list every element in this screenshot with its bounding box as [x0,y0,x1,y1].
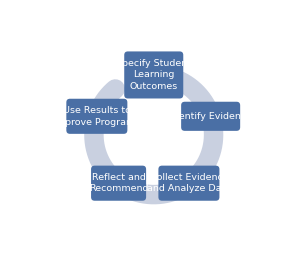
Text: Use Results to
Improve Programs: Use Results to Improve Programs [53,106,140,126]
Text: Identify Evidence: Identify Evidence [170,112,252,121]
Text: Specify Student
Learning
Outcomes: Specify Student Learning Outcomes [116,59,191,91]
Text: Reflect and
Recommend: Reflect and Recommend [89,173,148,193]
FancyBboxPatch shape [124,52,183,98]
FancyBboxPatch shape [91,166,146,201]
FancyBboxPatch shape [181,102,240,131]
Text: Collect Evidence
and Analyze Data: Collect Evidence and Analyze Data [147,173,231,193]
FancyBboxPatch shape [158,166,219,201]
FancyBboxPatch shape [66,99,128,134]
